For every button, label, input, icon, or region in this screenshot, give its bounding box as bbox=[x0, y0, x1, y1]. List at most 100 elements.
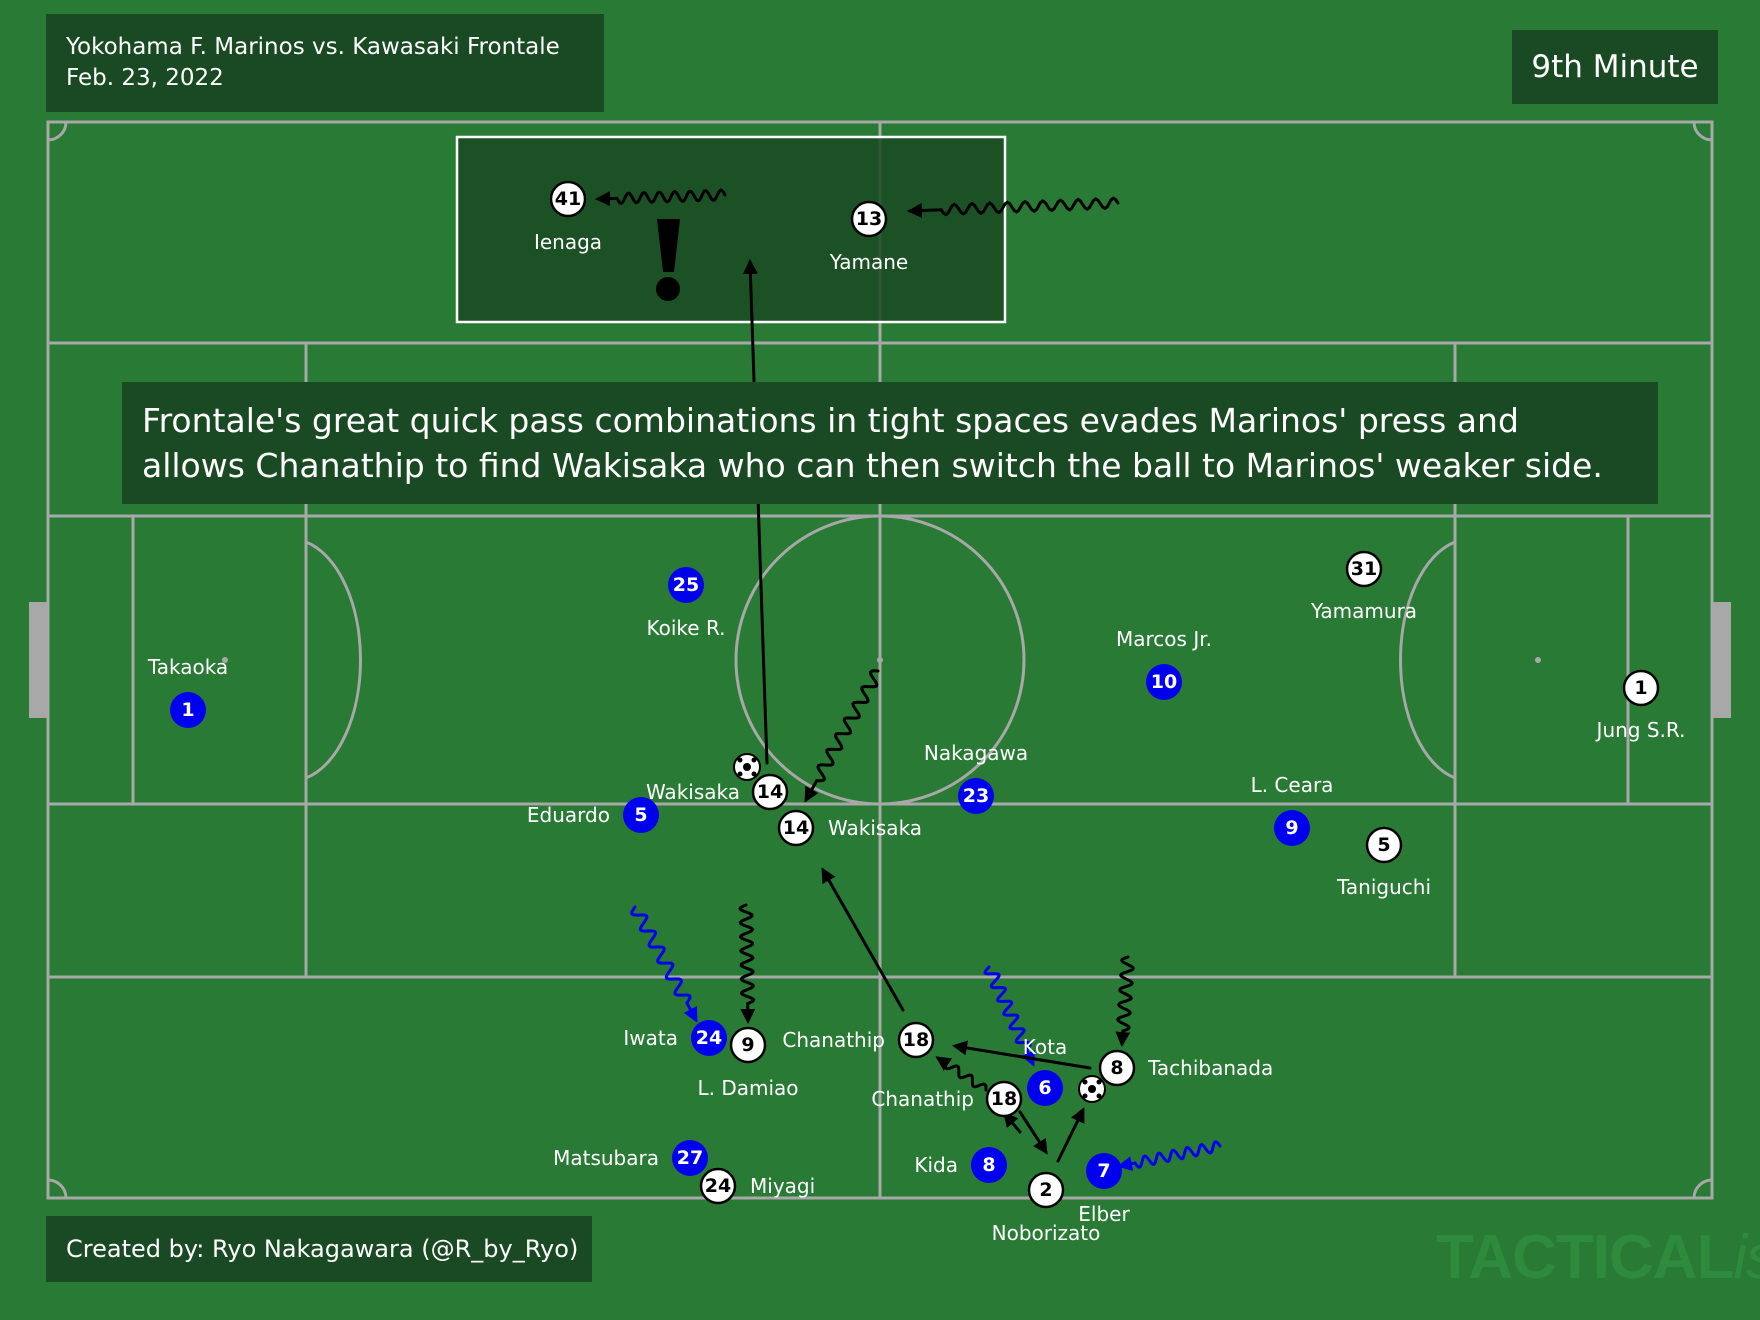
svg-text:14: 14 bbox=[757, 781, 783, 803]
svg-text:Elber: Elber bbox=[1078, 1202, 1130, 1226]
highlight-zone bbox=[455, 135, 1007, 324]
svg-text:14: 14 bbox=[783, 817, 809, 839]
player-marinos-kida: 8 Kida bbox=[914, 1147, 1007, 1183]
player-frontale-noborizato: 2 Noborizato bbox=[992, 1171, 1101, 1245]
player-frontale-tachibanada: 8 Tachibanada bbox=[1098, 1049, 1273, 1087]
goal-left bbox=[29, 602, 48, 718]
player-marinos-marcos: 10 Marcos Jr. bbox=[1116, 627, 1212, 700]
run-arrow-chanathip bbox=[935, 1056, 988, 1092]
centre-spot bbox=[877, 657, 883, 663]
svg-text:Chanathip: Chanathip bbox=[871, 1087, 974, 1111]
run-arrow-iwata bbox=[630, 905, 698, 1023]
player-marinos-takaoka: 1 Takaoka bbox=[147, 655, 228, 728]
svg-text:8: 8 bbox=[1110, 1057, 1123, 1079]
svg-text:Tachibanada: Tachibanada bbox=[1147, 1056, 1273, 1080]
pass-arrow-to-chanathip bbox=[952, 1040, 1092, 1070]
svg-text:Koike R.: Koike R. bbox=[647, 616, 726, 640]
svg-text:Marcos Jr.: Marcos Jr. bbox=[1116, 627, 1212, 651]
run-arrow-damiao bbox=[738, 903, 756, 1024]
penalty-spot-left bbox=[222, 657, 228, 663]
pass-arrow-to-wakisaka bbox=[821, 867, 905, 1012]
svg-text:5: 5 bbox=[1377, 834, 1390, 856]
penalty-spot-right bbox=[1535, 657, 1541, 663]
player-frontale-miyagi: 24 Miyagi bbox=[699, 1167, 815, 1205]
player-frontale-chanathip-b: 18 Chanathip bbox=[871, 1080, 1023, 1118]
svg-text:24: 24 bbox=[696, 1027, 722, 1049]
player-frontale-jung: 1 Jung S.R. bbox=[1595, 669, 1686, 742]
goal-right bbox=[1712, 602, 1731, 718]
svg-text:6: 6 bbox=[1038, 1077, 1051, 1099]
ball-icon bbox=[733, 753, 761, 781]
svg-text:Wakisaka: Wakisaka bbox=[828, 816, 922, 840]
svg-text:18: 18 bbox=[903, 1029, 929, 1051]
svg-text:L. Ceara: L. Ceara bbox=[1251, 773, 1334, 797]
ball-icon bbox=[1078, 1075, 1106, 1103]
svg-text:Nakagawa: Nakagawa bbox=[924, 741, 1028, 765]
pass-arrow-chanathip-noborizato bbox=[1018, 1110, 1048, 1155]
svg-text:Takaoka: Takaoka bbox=[147, 655, 228, 679]
svg-text:Yamane: Yamane bbox=[829, 250, 908, 274]
svg-text:Chanathip: Chanathip bbox=[782, 1028, 885, 1052]
player-marinos-koike: 25 Koike R. bbox=[647, 567, 726, 640]
match-info-box: Yokohama F. Marinos vs. Kawasaki Frontal… bbox=[46, 14, 604, 112]
tactical-caption: Frontale's great quick pass combinations… bbox=[122, 382, 1658, 504]
svg-text:10: 10 bbox=[1151, 671, 1177, 693]
run-arrow-ienaga bbox=[595, 188, 727, 207]
minute-badge: 9th Minute bbox=[1512, 30, 1718, 104]
svg-text:Kota: Kota bbox=[1023, 1035, 1067, 1059]
pass-arrow-switch bbox=[742, 259, 769, 765]
player-marinos-matsubara: 27 Matsubara bbox=[553, 1140, 708, 1176]
svg-text:25: 25 bbox=[673, 574, 699, 596]
player-marinos-ceara: 9 L. Ceara bbox=[1251, 773, 1334, 846]
svg-text:2: 2 bbox=[1039, 1179, 1052, 1201]
run-arrow-elber bbox=[1117, 1140, 1222, 1172]
svg-text:9: 9 bbox=[741, 1034, 754, 1056]
tacticalista-logo: TACTICALista bbox=[1436, 1223, 1760, 1292]
minute-label: 9th Minute bbox=[1531, 49, 1699, 85]
arrows bbox=[595, 188, 1222, 1172]
svg-text:18: 18 bbox=[991, 1088, 1017, 1110]
svg-text:8: 8 bbox=[982, 1154, 995, 1176]
svg-text:Miyagi: Miyagi bbox=[750, 1174, 815, 1198]
svg-text:23: 23 bbox=[963, 785, 989, 807]
run-arrow-tachibanada bbox=[1115, 955, 1135, 1047]
svg-text:Kida: Kida bbox=[914, 1153, 958, 1177]
svg-text:31: 31 bbox=[1351, 558, 1377, 580]
svg-text:Eduardo: Eduardo bbox=[527, 803, 610, 827]
svg-text:Jung S.R.: Jung S.R. bbox=[1595, 718, 1686, 742]
run-arrow-wakisaka bbox=[804, 669, 880, 803]
svg-text:Ienaga: Ienaga bbox=[534, 230, 602, 254]
svg-text:24: 24 bbox=[705, 1175, 731, 1197]
pass-arrow-noborizato bbox=[1003, 1111, 1022, 1134]
svg-text:Matsubara: Matsubara bbox=[553, 1146, 659, 1170]
match-title: Yokohama F. Marinos vs. Kawasaki Frontal… bbox=[66, 34, 560, 60]
svg-text:1: 1 bbox=[1634, 677, 1647, 699]
svg-text:7: 7 bbox=[1097, 1160, 1110, 1182]
caption-line: Frontale's great quick pass combinations… bbox=[142, 401, 1519, 440]
player-frontale-yamane: 13 Yamane bbox=[829, 200, 908, 274]
svg-text:Wakisaka: Wakisaka bbox=[646, 780, 740, 804]
player-frontale-wakisaka-a: 14 Wakisaka bbox=[646, 773, 789, 811]
player-frontale-yamamura: 31 Yamamura bbox=[1310, 550, 1417, 623]
match-date: Feb. 23, 2022 bbox=[66, 65, 224, 91]
credit-text: Created by: Ryo Nakagawara (@R_by_Ryo) bbox=[66, 1235, 579, 1263]
player-marinos-nakagawa: 23 Nakagawa bbox=[924, 741, 1028, 814]
svg-text:41: 41 bbox=[555, 188, 581, 210]
alert-exclamation bbox=[656, 219, 680, 301]
player-frontale-taniguchi: 5 Taniguchi bbox=[1336, 826, 1431, 899]
player-frontale-wakisaka-b: 14 Wakisaka bbox=[777, 809, 922, 847]
svg-text:Iwata: Iwata bbox=[623, 1026, 678, 1050]
player-frontale-damiao: 9 L. Damiao bbox=[697, 1026, 799, 1100]
svg-text:Noborizato: Noborizato bbox=[992, 1221, 1101, 1245]
svg-text:Yamamura: Yamamura bbox=[1310, 599, 1417, 623]
player-marinos-eduardo: 5 Eduardo bbox=[527, 797, 659, 833]
svg-text:Taniguchi: Taniguchi bbox=[1336, 875, 1431, 899]
player-frontale-chanathip-a: 18 Chanathip bbox=[782, 1021, 935, 1059]
run-arrow-yamane bbox=[907, 196, 1120, 219]
credit-box: Created by: Ryo Nakagawara (@R_by_Ryo) bbox=[46, 1216, 592, 1282]
svg-text:13: 13 bbox=[856, 208, 882, 230]
run-arrow-kota bbox=[983, 965, 1035, 1067]
player-marinos-kota: Kota 6 bbox=[1023, 1035, 1067, 1106]
